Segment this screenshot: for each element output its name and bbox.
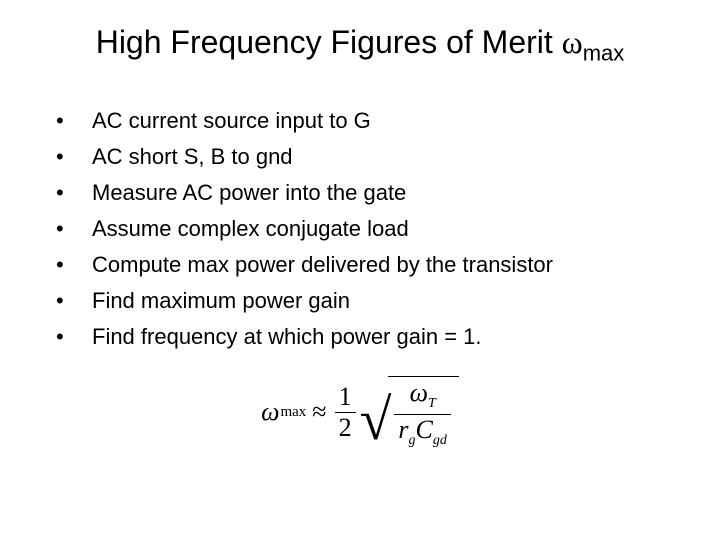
list-item: • Compute max power delivered by the tra… (56, 250, 672, 280)
eq-den-r-sub: g (409, 433, 416, 448)
eq-den-r: r (398, 415, 408, 444)
eq-half: 1 2 (335, 384, 356, 441)
bullet-icon: • (56, 142, 92, 172)
bullet-text: AC short S, B to gnd (92, 142, 293, 172)
bullet-text: Find frequency at which power gain = 1. (92, 322, 482, 352)
bullet-text: Measure AC power into the gate (92, 178, 406, 208)
eq-lhs-sub: max (280, 404, 306, 421)
eq-radicand: ωT rgCgd (388, 376, 458, 447)
title-main: High Frequency Figures of Merit (96, 24, 562, 60)
radical-icon: √ (360, 394, 392, 446)
bullet-icon: • (56, 250, 92, 280)
slide-title: High Frequency Figures of Merit ωmax (48, 24, 672, 66)
list-item: • Assume complex conjugate load (56, 214, 672, 244)
list-item: • Find frequency at which power gain = 1… (56, 322, 672, 352)
bullet-icon: • (56, 286, 92, 316)
list-item: • Find maximum power gain (56, 286, 672, 316)
eq-num-omega: ω (410, 378, 428, 407)
eq-den-C: C (416, 415, 433, 444)
bullet-list: • AC current source input to G • AC shor… (56, 106, 672, 352)
list-item: • AC current source input to G (56, 106, 672, 136)
title-sub: max (583, 40, 625, 65)
eq-half-den: 2 (335, 412, 356, 441)
title-omega: ω (562, 24, 583, 60)
bullet-text: Compute max power delivered by the trans… (92, 250, 553, 280)
list-item: • Measure AC power into the gate (56, 178, 672, 208)
eq-den-C-sub: gd (433, 433, 447, 448)
eq-approx: ≈ (312, 397, 326, 427)
bullet-text: Find maximum power gain (92, 286, 350, 316)
eq-num-sub: T (428, 397, 436, 412)
eq-sqrt: √ ωT rgCgd (360, 376, 459, 447)
bullet-icon: • (56, 322, 92, 352)
list-item: • AC short S, B to gnd (56, 142, 672, 172)
bullet-icon: • (56, 214, 92, 244)
bullet-text: AC current source input to G (92, 106, 371, 136)
bullet-icon: • (56, 178, 92, 208)
eq-half-num: 1 (335, 384, 356, 412)
bullet-text: Assume complex conjugate load (92, 214, 409, 244)
eq-lhs-omega: ω (261, 397, 279, 427)
bullet-icon: • (56, 106, 92, 136)
equation: ωmax ≈ 1 2 √ ωT rgCgd (48, 376, 672, 447)
